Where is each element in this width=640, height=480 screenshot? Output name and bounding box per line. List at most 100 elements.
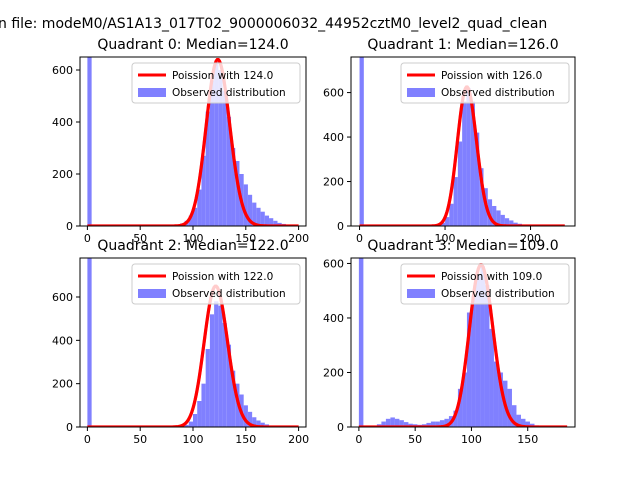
histogram-bar: [496, 210, 501, 226]
legend-hist-swatch: [138, 88, 166, 97]
legend-box: [131, 62, 301, 104]
legend-hist-label: Observed distribution: [441, 288, 555, 300]
histogram-bar: [466, 88, 471, 226]
axes-frame: [350, 56, 576, 227]
histogram-bar: [500, 214, 505, 226]
subplot-quadrant-1: Quadrant 1: Median=126.0 0 100 200 0 200 400 60…: [323, 37, 576, 245]
y-tick-label: 200: [52, 378, 73, 391]
histogram-bar: [430, 421, 436, 427]
histogram-bar: [243, 184, 248, 226]
subplot-title: Quadrant 2: Median=122.0: [97, 238, 288, 254]
subplot-quadrant-3: Quadrant 3: Median=109.0 0 50 100 150 0 200 400…: [323, 238, 576, 446]
histogram-bar: [231, 148, 236, 226]
histogram-bar: [256, 207, 261, 226]
y-tick-label: 0: [337, 220, 344, 233]
histogram-bar: [457, 141, 463, 226]
legend-hist-label: Observed distribution: [172, 87, 286, 99]
subplot-quadrant-0: Quadrant 0: Median=124.0 0 50 100 150 200 0 200…: [52, 37, 309, 245]
subplot-grid: Quadrant 0: Median=124.0 0 50 100 150 200 0 200…: [52, 37, 576, 446]
x-tick-label: 0: [84, 232, 91, 245]
legend-hist-swatch: [407, 289, 435, 298]
x-tick-label: 200: [288, 232, 309, 245]
histogram-bar: [252, 417, 257, 427]
histogram-bar: [466, 312, 472, 427]
x-tick-label: 0: [356, 232, 363, 245]
y-tick-label: 600: [323, 87, 344, 100]
x-tick-label: 150: [235, 433, 256, 446]
histogram-bar: [403, 422, 409, 427]
histogram-bar: [359, 57, 364, 226]
legend-box: [131, 263, 301, 305]
histogram-bar: [87, 258, 92, 427]
histogram-bar: [435, 421, 440, 427]
histogram-bar: [201, 155, 206, 226]
histogram-bar: [507, 388, 512, 427]
subplot-title: Quadrant 0: Median=124.0: [97, 37, 288, 53]
y-tick-label: 600: [52, 64, 73, 77]
subplot-title: Quadrant 1: Median=126.0: [367, 37, 558, 53]
histogram-bar: [209, 80, 215, 226]
histogram-bar: [222, 90, 227, 226]
legend-hist-label: Observed distribution: [172, 288, 286, 300]
histogram-bar: [218, 305, 223, 427]
histogram-bar: [480, 266, 485, 427]
y-tick-label: 400: [323, 131, 344, 144]
legend-hist-swatch: [407, 88, 435, 97]
histogram-bar: [475, 274, 481, 427]
histogram-bar: [205, 111, 210, 226]
histogram-bar: [453, 410, 458, 427]
x-tick-label: 200: [288, 433, 309, 446]
y-tick-label: 400: [52, 334, 73, 347]
histogram-bar: [489, 328, 494, 427]
subplot-quadrant-2: Quadrant 2: Median=122.0 0 50 100 150 200 0 200…: [52, 238, 309, 446]
x-tick-label: 100: [435, 232, 456, 245]
histogram-bar: [205, 349, 210, 427]
y-tick-label: 600: [323, 257, 344, 270]
histogram-bar: [209, 314, 215, 427]
histogram-bar: [457, 388, 463, 427]
y-tick-label: 200: [323, 176, 344, 189]
legend-hist-label: Observed distribution: [441, 87, 555, 99]
histogram-bar: [445, 217, 450, 226]
histogram-bar: [394, 418, 400, 427]
axes-frame: [350, 257, 576, 428]
y-tick-label: 0: [66, 220, 73, 233]
histogram-bar: [444, 418, 449, 427]
histogram-bar: [399, 420, 404, 427]
legend-hist-swatch: [138, 289, 166, 298]
histogram-bar: [509, 220, 514, 226]
legend-box: [400, 62, 570, 104]
histogram-bar: [426, 422, 431, 427]
histogram-bar: [87, 57, 92, 226]
legend-fit-label: Poission with 122.0: [172, 271, 273, 283]
histogram-bar: [214, 62, 219, 226]
histogram-bar: [390, 417, 395, 427]
histogram-bar: [235, 161, 240, 226]
histogram-bar: [256, 420, 261, 427]
x-tick-label: 100: [183, 232, 204, 245]
histogram-bar: [222, 323, 227, 427]
x-tick-label: 150: [235, 232, 256, 245]
histogram-bar: [385, 418, 391, 427]
x-tick-label: 50: [133, 433, 147, 446]
histogram-bar: [252, 202, 257, 226]
histogram-bar: [226, 344, 232, 427]
legend: Poission with 122.0 Observed distribution: [131, 263, 301, 305]
histogram-bar: [226, 116, 232, 226]
histogram-bar: [408, 423, 413, 427]
histogram-bar: [231, 370, 236, 427]
histogram-bar: [516, 414, 521, 427]
histogram-bar: [439, 420, 445, 427]
subplot-title: Quadrant 3: Median=109.0: [367, 238, 558, 254]
poisson-fit-line: [87, 284, 299, 427]
histogram-bar: [188, 215, 193, 226]
legend-fit-label: Poission with 109.0: [441, 271, 542, 283]
histogram-bar: [197, 401, 202, 427]
figure-suptitle: n file: modeM0/AS1A13_017T02_9000006032_…: [0, 16, 547, 32]
x-tick-label: 50: [133, 232, 147, 245]
legend: Poission with 109.0 Observed distribution: [400, 263, 570, 305]
histogram-bar: [449, 203, 454, 226]
legend: Poission with 126.0 Observed distribution: [400, 62, 570, 104]
y-tick-label: 400: [323, 312, 344, 325]
histogram-bar: [479, 168, 484, 226]
